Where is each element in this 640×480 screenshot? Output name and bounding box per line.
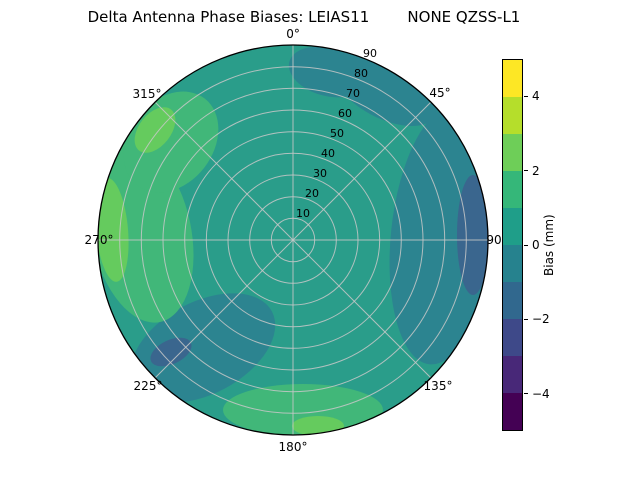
- colorbar-tick-label: 4: [532, 89, 540, 104]
- angular-tick-label: 180°: [279, 440, 308, 454]
- colorbar: [502, 59, 523, 431]
- colorbar-tick-mark: [524, 95, 528, 97]
- polar-outline: [97, 44, 489, 436]
- angular-tick-label: 45°: [429, 86, 450, 100]
- angular-tick-labels: 0° 45° 90 135° 180° 225° 270° 315°: [85, 27, 502, 454]
- colorbar-tick-mark: [524, 170, 528, 172]
- colorbar-band: [503, 356, 522, 393]
- contour-region: [134, 107, 176, 153]
- colorbar-tick-label: 0: [532, 238, 540, 252]
- angular-tick-label: 90: [486, 233, 501, 247]
- colorbar-label: Bias (mm): [542, 214, 556, 276]
- angular-tick-label: 225°: [134, 379, 163, 393]
- angular-tick-label: 0°: [286, 27, 300, 41]
- colorbar-band: [503, 245, 522, 282]
- contour-region: [457, 175, 488, 295]
- radial-tick-label: 40: [321, 147, 335, 160]
- colorbar-band: [503, 319, 522, 356]
- colorbar-band: [503, 208, 522, 245]
- angular-tick-label: 135°: [424, 379, 453, 393]
- colorbar-band: [503, 60, 522, 97]
- radial-tick-label: 50: [330, 127, 344, 140]
- colorbar-band: [503, 393, 522, 430]
- contour-region: [288, 46, 368, 98]
- colorbar-band: [503, 282, 522, 319]
- contour-region: [389, 105, 488, 365]
- radial-tick-labels: 10 20 30 40 50 60 70 80 90: [296, 47, 377, 220]
- colorbar-tick-mark: [524, 318, 528, 320]
- radial-tick-label: 70: [346, 87, 360, 100]
- colorbar-band: [503, 97, 522, 134]
- colorbar-bands: [503, 60, 522, 430]
- polar-grid: [98, 45, 488, 435]
- radial-tick-label: 60: [338, 107, 352, 120]
- colorbar-tick-mark: [524, 393, 528, 395]
- contour-region: [223, 384, 383, 435]
- colorbar-band: [503, 134, 522, 171]
- colorbar-tick-mark: [524, 244, 528, 246]
- radial-tick-label: 30: [313, 167, 327, 180]
- angular-tick-label: 315°: [133, 87, 162, 101]
- angular-tick-label: 270°: [85, 233, 114, 247]
- radial-tick-label: 20: [305, 187, 319, 200]
- radial-tick-label: 10: [296, 207, 310, 220]
- radial-tick-label: 80: [354, 67, 368, 80]
- chart-title: Delta Antenna Phase Biases: LEIAS11 NONE…: [87, 8, 521, 26]
- radial-tick-label: 90: [363, 47, 377, 60]
- polar-plot: 10 20 30 40 50 60 70 80 90 0° 45° 90 135…: [85, 27, 502, 454]
- contour-region: [130, 293, 276, 403]
- colorbar-band: [503, 171, 522, 208]
- colorbar-tick-label: 2: [532, 163, 540, 178]
- contour-region: [150, 337, 192, 367]
